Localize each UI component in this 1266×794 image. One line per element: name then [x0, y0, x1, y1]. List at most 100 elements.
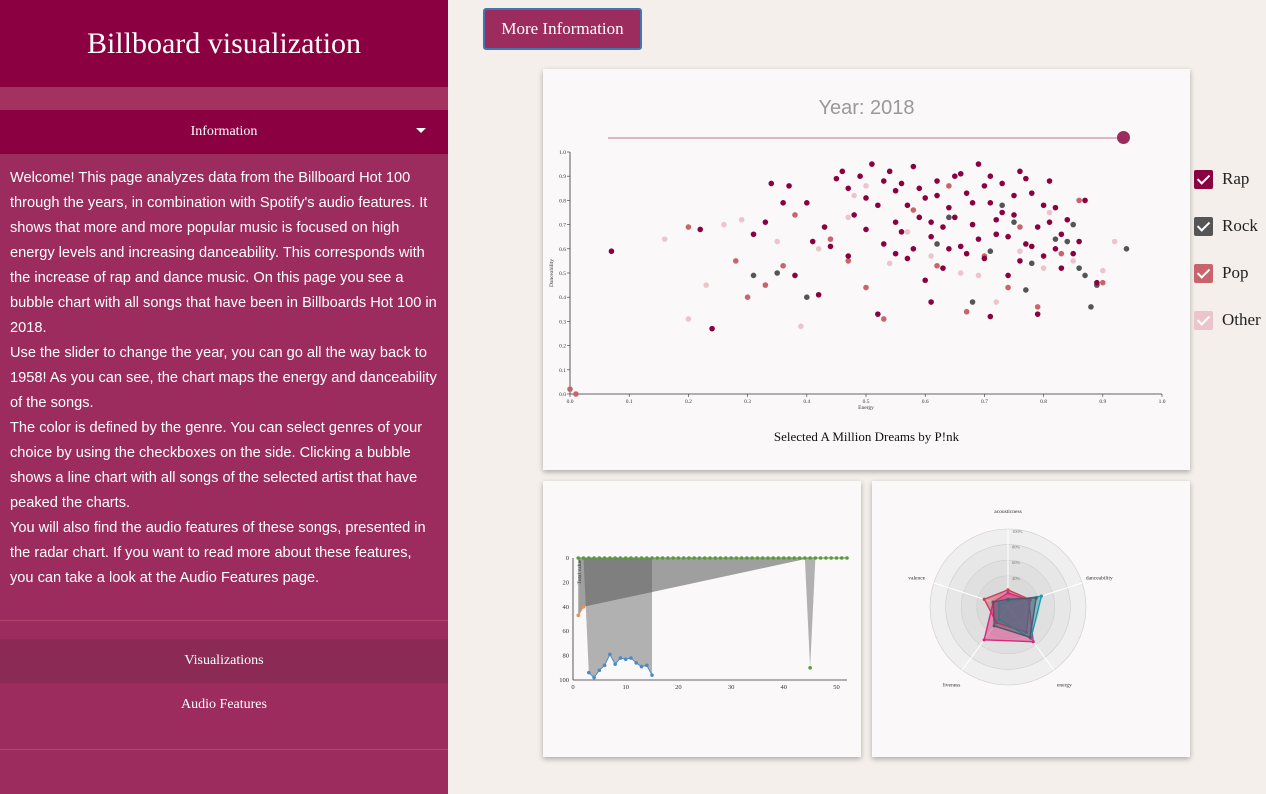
data-point: [576, 556, 581, 560]
radar-point: [982, 597, 986, 601]
bubble: [987, 173, 994, 179]
data-point: [639, 664, 644, 669]
radar-point: [1006, 597, 1010, 601]
genre-checkbox-rock[interactable]: Rock: [1194, 216, 1266, 236]
x-tick-label: 0.4: [803, 399, 810, 405]
bubble: [940, 224, 946, 230]
divider: [0, 749, 448, 750]
bubble: [815, 246, 822, 252]
data-point: [608, 556, 612, 560]
bubble: [1094, 282, 1100, 288]
divider: [0, 620, 448, 621]
data-point: [666, 556, 670, 560]
data-point: [634, 661, 639, 665]
y-axis-label: Total value: [577, 559, 583, 584]
genre-checkbox-rap[interactable]: Rap: [1194, 169, 1266, 189]
genre-checkbox-pop[interactable]: Pop: [1194, 263, 1266, 283]
y-tick-label: 0.2: [559, 344, 566, 350]
bubble: [940, 265, 946, 271]
bubble: [1070, 221, 1076, 228]
data-point: [834, 556, 839, 560]
bubble: [1028, 260, 1035, 267]
bubble: [1040, 202, 1047, 209]
information-accordion-header[interactable]: Information: [0, 110, 448, 154]
bubble: [952, 214, 958, 221]
data-point: [644, 663, 649, 668]
radar-point: [1027, 598, 1031, 602]
y-tick-label: 0.0: [559, 392, 566, 398]
bubble: [851, 192, 857, 199]
bubble: [1094, 279, 1100, 286]
bubble: [1005, 284, 1011, 291]
more-information-button[interactable]: More Information: [483, 8, 642, 50]
data-point: [750, 556, 754, 560]
data-point: [676, 556, 681, 560]
data-point: [724, 556, 728, 560]
checkbox-icon[interactable]: [1194, 216, 1213, 236]
bubble: [981, 183, 988, 189]
x-tick-label: 20: [675, 684, 682, 691]
checkbox-icon[interactable]: [1194, 263, 1213, 283]
bubble: [721, 221, 727, 228]
bubble: [851, 212, 857, 218]
data-point: [697, 556, 702, 560]
bubble: [661, 236, 668, 242]
ring-label: 100%: [1012, 529, 1023, 534]
bubble: [875, 311, 881, 317]
data-point: [845, 556, 849, 560]
bubble: [1011, 192, 1017, 199]
bubble: [709, 325, 715, 332]
bubble: [880, 316, 887, 322]
bubble: [685, 316, 692, 322]
genre-checkbox-other[interactable]: Other: [1194, 310, 1266, 330]
bubble: [987, 313, 994, 320]
bubble: [804, 200, 810, 206]
data-point: [760, 556, 765, 560]
bubble: [1046, 209, 1053, 216]
data-point: [592, 675, 596, 680]
bubble: [703, 282, 709, 288]
bubble: [922, 195, 928, 201]
y-tick-label: 0.4: [559, 295, 566, 301]
bubble: [910, 246, 917, 252]
bubble: [928, 219, 934, 225]
data-point: [608, 652, 612, 657]
nav-audio-features[interactable]: Audio Features: [181, 697, 267, 712]
y-axis-label: Danceability: [549, 259, 555, 287]
y-tick-label: 20: [563, 579, 570, 586]
bubble: [685, 224, 692, 230]
bubble: [857, 173, 863, 179]
bubble: [815, 291, 822, 298]
chevron-down-icon[interactable]: [416, 128, 426, 133]
data-point: [729, 556, 733, 560]
x-tick-label: 1.0: [1159, 399, 1166, 405]
bubble: [1088, 304, 1094, 310]
bubble: [987, 248, 994, 255]
bubble: [792, 272, 798, 279]
radar-axis: [1007, 582, 1083, 608]
data-point: [613, 662, 617, 666]
bubble: [1023, 287, 1029, 293]
data-point: [808, 556, 812, 560]
radar-point: [1028, 635, 1032, 639]
bubble: [1076, 238, 1082, 245]
genre-label: Pop: [1222, 263, 1249, 282]
x-tick-label: 0.9: [1099, 399, 1106, 405]
nav-visualizations[interactable]: Visualizations: [0, 639, 448, 683]
info-paragraph: Use the slider to change the year, you c…: [10, 345, 437, 411]
line-chart-card: 0 10 20 30 40 50 0 20 40 60 80 100 Total value: [543, 481, 861, 757]
radar-point: [1031, 640, 1035, 644]
y-tick-label: 0: [566, 555, 569, 562]
data-point: [576, 613, 581, 618]
info-paragraph: The color is defined by the genre. You c…: [10, 420, 423, 511]
year-slider-handle[interactable]: [1117, 131, 1130, 144]
bubble: [969, 200, 976, 206]
bubble: [999, 180, 1005, 187]
checkbox-icon[interactable]: [1194, 169, 1213, 189]
checkbox-icon[interactable]: [1194, 310, 1213, 330]
bubble: [1028, 190, 1035, 196]
bubble: [1034, 304, 1041, 310]
year-slider-track[interactable]: [608, 137, 1126, 139]
bubble: [928, 253, 934, 259]
y-tick-label: 0.5: [559, 271, 566, 277]
